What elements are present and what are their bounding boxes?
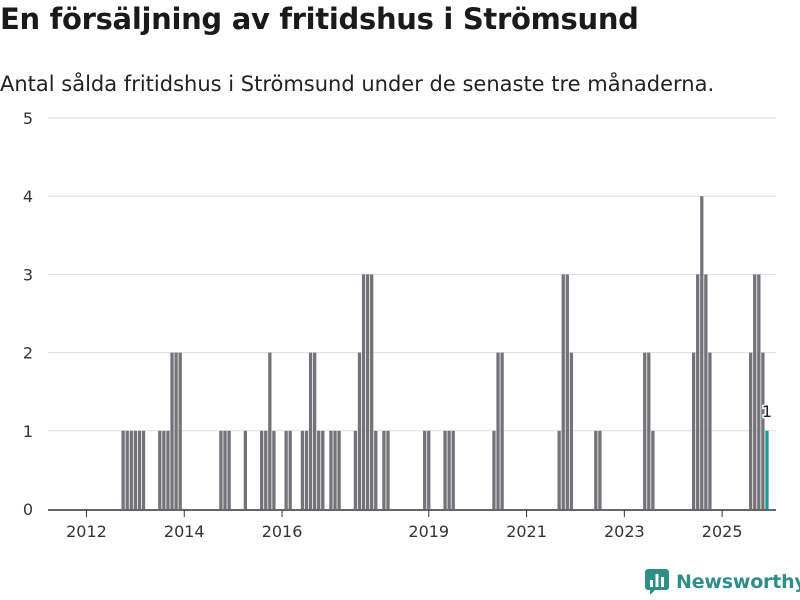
bar <box>370 274 374 509</box>
y-tick-label: 5 <box>23 109 33 128</box>
bar <box>166 430 170 509</box>
bar <box>170 352 174 509</box>
bar <box>133 430 137 509</box>
brand-name: Newsworthy <box>676 571 800 593</box>
x-tick-label: 2012 <box>66 522 107 541</box>
bar <box>141 430 146 509</box>
bar <box>174 352 178 509</box>
bar <box>264 430 268 509</box>
bar <box>300 430 305 509</box>
bar <box>337 430 341 509</box>
x-tick-label: 2016 <box>262 522 303 541</box>
bar <box>374 430 378 509</box>
x-tick-label: 2023 <box>604 522 645 541</box>
bar <box>557 430 561 509</box>
y-tick-label: 0 <box>23 500 33 519</box>
bar <box>178 352 182 509</box>
newsworthy-icon <box>645 569 669 595</box>
bar <box>647 352 651 509</box>
bar <box>447 430 451 509</box>
y-tick-label: 1 <box>23 422 33 441</box>
bar <box>365 274 370 509</box>
chart-subtitle: Antal sålda fritidshus i Strömsund under… <box>0 72 715 96</box>
bar <box>691 352 696 509</box>
x-tick-label: 2014 <box>164 522 205 541</box>
bar <box>696 274 700 509</box>
bar <box>268 352 272 509</box>
bar <box>317 430 321 509</box>
bar <box>223 430 227 509</box>
x-tick-label: 2019 <box>408 522 449 541</box>
bar <box>761 352 765 509</box>
bar <box>386 430 390 509</box>
bar <box>492 430 496 509</box>
bar <box>308 352 313 509</box>
y-tick-label: 4 <box>23 187 33 206</box>
highlight-value-label: 1 <box>762 402 772 421</box>
bar <box>757 274 761 509</box>
bar-highlight <box>765 430 769 509</box>
bar <box>598 430 602 509</box>
bar <box>227 430 231 509</box>
bar <box>753 274 757 509</box>
bar <box>700 196 704 509</box>
bar <box>260 430 264 509</box>
newsworthy-logo: Newsworthy <box>644 568 800 596</box>
bar <box>121 430 125 509</box>
bar <box>125 430 129 509</box>
bar <box>272 430 276 509</box>
bar <box>333 430 337 509</box>
bar <box>704 274 708 509</box>
bar <box>749 352 753 509</box>
bar <box>158 430 162 509</box>
bar <box>321 430 325 509</box>
bar <box>708 352 712 509</box>
x-tick-label: 2021 <box>506 522 547 541</box>
bar <box>423 430 427 509</box>
chart-title: En försäljning av fritidshus i Strömsund <box>0 2 639 36</box>
x-tick-label: 2025 <box>702 522 743 541</box>
bar <box>313 352 317 509</box>
bar <box>651 430 655 509</box>
bar <box>304 430 309 509</box>
bar <box>382 430 386 509</box>
y-tick-label: 2 <box>23 344 33 363</box>
bar <box>594 430 598 509</box>
bar <box>500 352 504 509</box>
bar <box>427 430 431 509</box>
bar <box>496 352 500 509</box>
bar <box>451 430 455 509</box>
bar <box>643 352 647 509</box>
bar <box>137 430 142 509</box>
bar <box>357 352 362 509</box>
bar <box>561 274 565 509</box>
bar <box>162 430 166 509</box>
bar <box>569 352 574 509</box>
bar <box>443 430 447 509</box>
bar <box>284 430 288 509</box>
bar <box>361 274 366 509</box>
bar <box>565 274 569 509</box>
bar <box>219 430 223 509</box>
bar <box>243 430 248 509</box>
bar <box>288 430 292 509</box>
bar <box>329 430 333 509</box>
y-tick-label: 3 <box>23 265 33 284</box>
bar <box>129 430 133 509</box>
bar <box>353 430 358 509</box>
